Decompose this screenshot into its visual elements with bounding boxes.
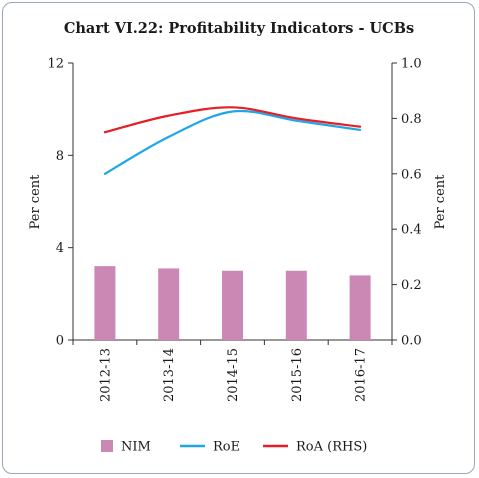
y-tick-label-right: 0.0 xyxy=(401,334,422,349)
x-tick-label: 2016-17 xyxy=(354,348,369,402)
x-tick-label: 2014-15 xyxy=(226,348,241,402)
chart-legend: NIM RoE RoA (RHS) xyxy=(101,440,367,455)
bar-nim xyxy=(222,270,243,340)
y-axis-label-right: Per cent xyxy=(433,174,448,230)
y-tick-label-left: 8 xyxy=(56,149,64,164)
y-tick-label-right: 0.6 xyxy=(401,167,422,182)
x-tick-label: 2012-13 xyxy=(98,348,113,402)
legend-label: RoE xyxy=(213,440,240,455)
chart-frame xyxy=(2,2,475,474)
bar-series-nim xyxy=(94,266,371,340)
y-tick-label-left: 12 xyxy=(47,57,64,72)
line-series xyxy=(103,106,362,175)
y-tick-label-right: 1.0 xyxy=(401,57,422,72)
chart-title: Chart VI.22: Profitability Indicators - … xyxy=(64,20,414,37)
line-roe xyxy=(103,109,362,175)
x-tick-labels: 2012-13 2013-14 2014-15 2015-16 2016-17 xyxy=(98,348,368,402)
legend-label: RoA (RHS) xyxy=(296,440,367,455)
y-tick-label-left: 0 xyxy=(56,334,64,349)
y-axis-label-left: Per cent xyxy=(28,174,43,230)
y-tick-label-right: 0.2 xyxy=(401,278,422,293)
x-tick-label: 2015-16 xyxy=(290,348,305,402)
bar-nim xyxy=(158,268,180,340)
y-tick-label-right: 0.8 xyxy=(401,112,422,127)
y-tick-label-right: 0.4 xyxy=(401,223,422,238)
chart-axes: 0 4 8 12 0.0 0.2 0.4 0.6 0.8 1.0 xyxy=(47,57,421,349)
y-tick-label-left: 4 xyxy=(56,241,64,256)
bar-nim xyxy=(285,270,307,340)
legend-swatch-nim xyxy=(101,440,113,452)
x-tick-label: 2013-14 xyxy=(162,348,177,402)
bar-nim xyxy=(349,275,371,340)
bar-nim xyxy=(94,266,116,340)
line-roa-rhs xyxy=(103,106,362,134)
legend-label: NIM xyxy=(121,440,151,455)
